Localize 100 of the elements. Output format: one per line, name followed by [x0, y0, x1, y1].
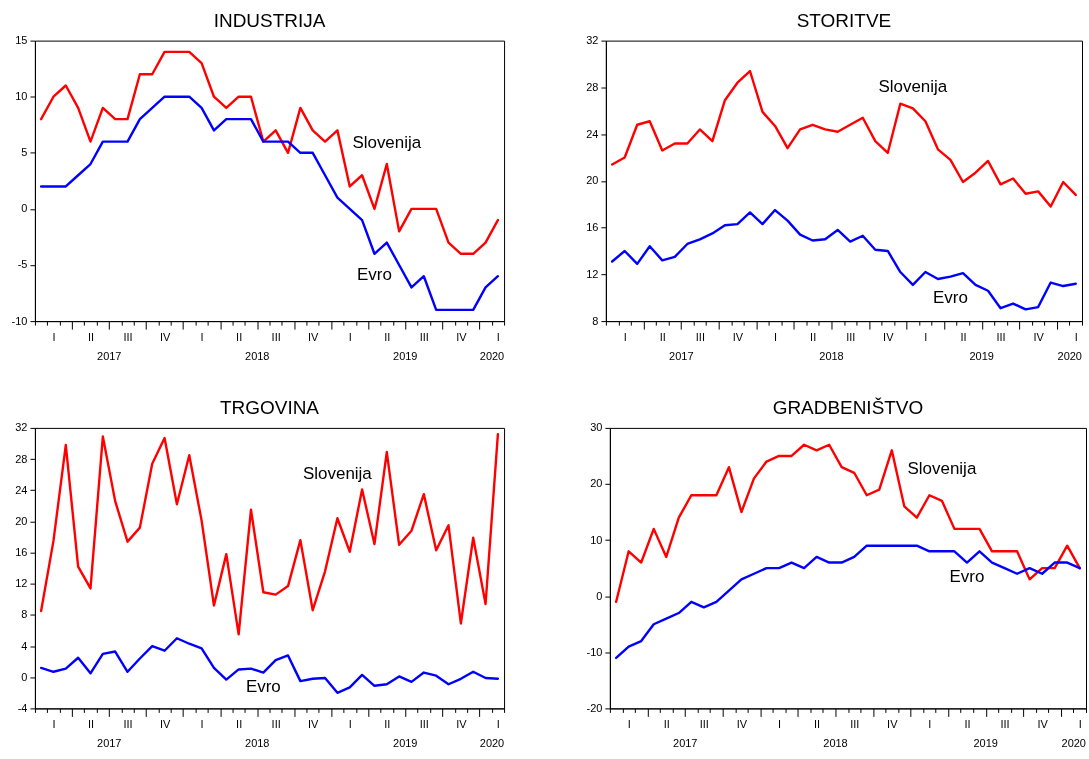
- x-tick-label: IV: [883, 330, 895, 343]
- x2-tick-label: 2020: [479, 349, 505, 362]
- x-tick-label: III: [419, 717, 429, 730]
- x-tick-label: IV: [456, 717, 468, 730]
- x-tick-label: I: [778, 717, 782, 730]
- line-series: [610, 69, 1077, 208]
- x-tick-label: III: [846, 330, 856, 343]
- x-tick-label: II: [810, 330, 817, 343]
- x-tick-label: III: [271, 717, 281, 730]
- x-tick-label: I: [348, 717, 352, 730]
- y-tick-label: 10: [15, 90, 28, 103]
- x-tick-label: IV: [887, 717, 899, 730]
- y-tick-label: 24: [586, 127, 599, 140]
- y-tick-label: 0: [21, 670, 28, 683]
- y-tick-label: 30: [590, 421, 603, 434]
- y-tick-label: 8: [21, 608, 28, 621]
- chart-title: INDUSTRIJA: [213, 9, 326, 31]
- y-tick-label: 24: [15, 483, 28, 496]
- x-tick-label: II: [236, 717, 243, 730]
- x2-tick-label: 2018: [823, 736, 848, 749]
- x-tick-label: II: [814, 717, 821, 730]
- x2-tick-label: 2017: [673, 736, 698, 749]
- x-tick-label: II: [236, 330, 243, 343]
- y-tick-label: 20: [15, 514, 28, 527]
- y-tick-label: 32: [586, 34, 599, 47]
- x-tick-label: IV: [1037, 717, 1049, 730]
- x2-tick-label: 2017: [97, 349, 122, 362]
- series-label: Evro: [357, 265, 392, 285]
- x2-tick-label: 2018: [245, 736, 270, 749]
- y-tick-label: 0: [21, 202, 28, 215]
- x-tick-label: III: [271, 330, 281, 343]
- x-tick-label: II: [663, 717, 670, 730]
- x2-tick-label: 2018: [245, 349, 270, 362]
- x-tick-label: I: [928, 717, 932, 730]
- x-tick-label: I: [52, 717, 56, 730]
- y-tick-label: 28: [586, 80, 599, 93]
- x-tick-label: III: [123, 330, 133, 343]
- y-tick-label: 15: [15, 34, 28, 47]
- y-tick-label: 32: [15, 421, 28, 434]
- y-tick-label: 16: [15, 546, 28, 559]
- x2-tick-label: 2018: [819, 349, 844, 362]
- x-tick-label: III: [123, 717, 133, 730]
- x-tick-label: IV: [308, 717, 320, 730]
- x-tick-label: IV: [736, 717, 748, 730]
- x-tick-label: II: [87, 330, 95, 343]
- series-label: Slovenija: [907, 459, 977, 479]
- series-label: Slovenija: [352, 132, 422, 152]
- y-tick-label: -10: [586, 645, 603, 658]
- series-label: Slovenija: [303, 463, 373, 483]
- y-tick-label: 10: [590, 533, 603, 546]
- chart-title: GRADBENIŠTVO: [772, 396, 924, 418]
- y-tick-label: 20: [586, 174, 599, 187]
- y-tick-label: 16: [586, 221, 599, 234]
- x-tick-label: I: [52, 330, 56, 343]
- x-tick-label: I: [200, 717, 204, 730]
- x-tick-label: III: [1000, 717, 1010, 730]
- x2-tick-label: 2017: [97, 736, 122, 749]
- x-tick-label: I: [496, 717, 500, 730]
- y-tick-label: -5: [17, 258, 28, 271]
- x-tick-label: IV: [1033, 330, 1045, 343]
- x2-tick-label: 2019: [393, 736, 418, 749]
- y-tick-label: -10: [11, 314, 28, 327]
- x-tick-label: IV: [159, 717, 171, 730]
- x-tick-label: IV: [159, 330, 171, 343]
- x2-tick-label: 2017: [669, 349, 694, 362]
- y-tick-label: 20: [590, 477, 603, 490]
- y-tick-label: 5: [21, 146, 28, 159]
- line-series: [39, 95, 500, 312]
- x2-tick-label: 2019: [973, 736, 998, 749]
- y-tick-label: 12: [15, 577, 28, 590]
- x-tick-label: I: [627, 717, 631, 730]
- x-tick-label: I: [200, 330, 204, 343]
- x2-tick-label: 2020: [1057, 349, 1082, 362]
- x-tick-label: I: [623, 330, 627, 343]
- x-tick-label: I: [774, 330, 778, 343]
- y-tick-label: 28: [15, 452, 28, 465]
- x-tick-label: III: [699, 717, 709, 730]
- y-tick-label: 4: [21, 639, 28, 652]
- line-series: [614, 443, 1081, 604]
- series-label: Evro: [949, 567, 985, 586]
- series-label: Evro: [245, 677, 281, 697]
- series-label: Evro: [933, 288, 968, 308]
- x-tick-label: II: [960, 330, 967, 343]
- y-tick-label: -20: [586, 701, 603, 714]
- line-series: [614, 544, 1081, 660]
- line-series: [610, 208, 1077, 311]
- x-tick-label: I: [1074, 330, 1078, 343]
- x-tick-label: II: [659, 330, 666, 343]
- x-tick-label: I: [924, 330, 928, 343]
- y-tick-label: 0: [596, 589, 603, 602]
- chart-title: TRGOVINA: [220, 396, 320, 418]
- x-tick-label: III: [850, 717, 860, 730]
- y-tick-label: 8: [592, 314, 599, 327]
- x-tick-label: II: [87, 717, 95, 730]
- x-tick-label: I: [1078, 717, 1082, 730]
- x-tick-label: III: [996, 330, 1006, 343]
- x-tick-label: II: [964, 717, 971, 730]
- x-tick-label: IV: [308, 330, 320, 343]
- line-series: [39, 637, 500, 695]
- x2-tick-label: 2020: [479, 736, 505, 749]
